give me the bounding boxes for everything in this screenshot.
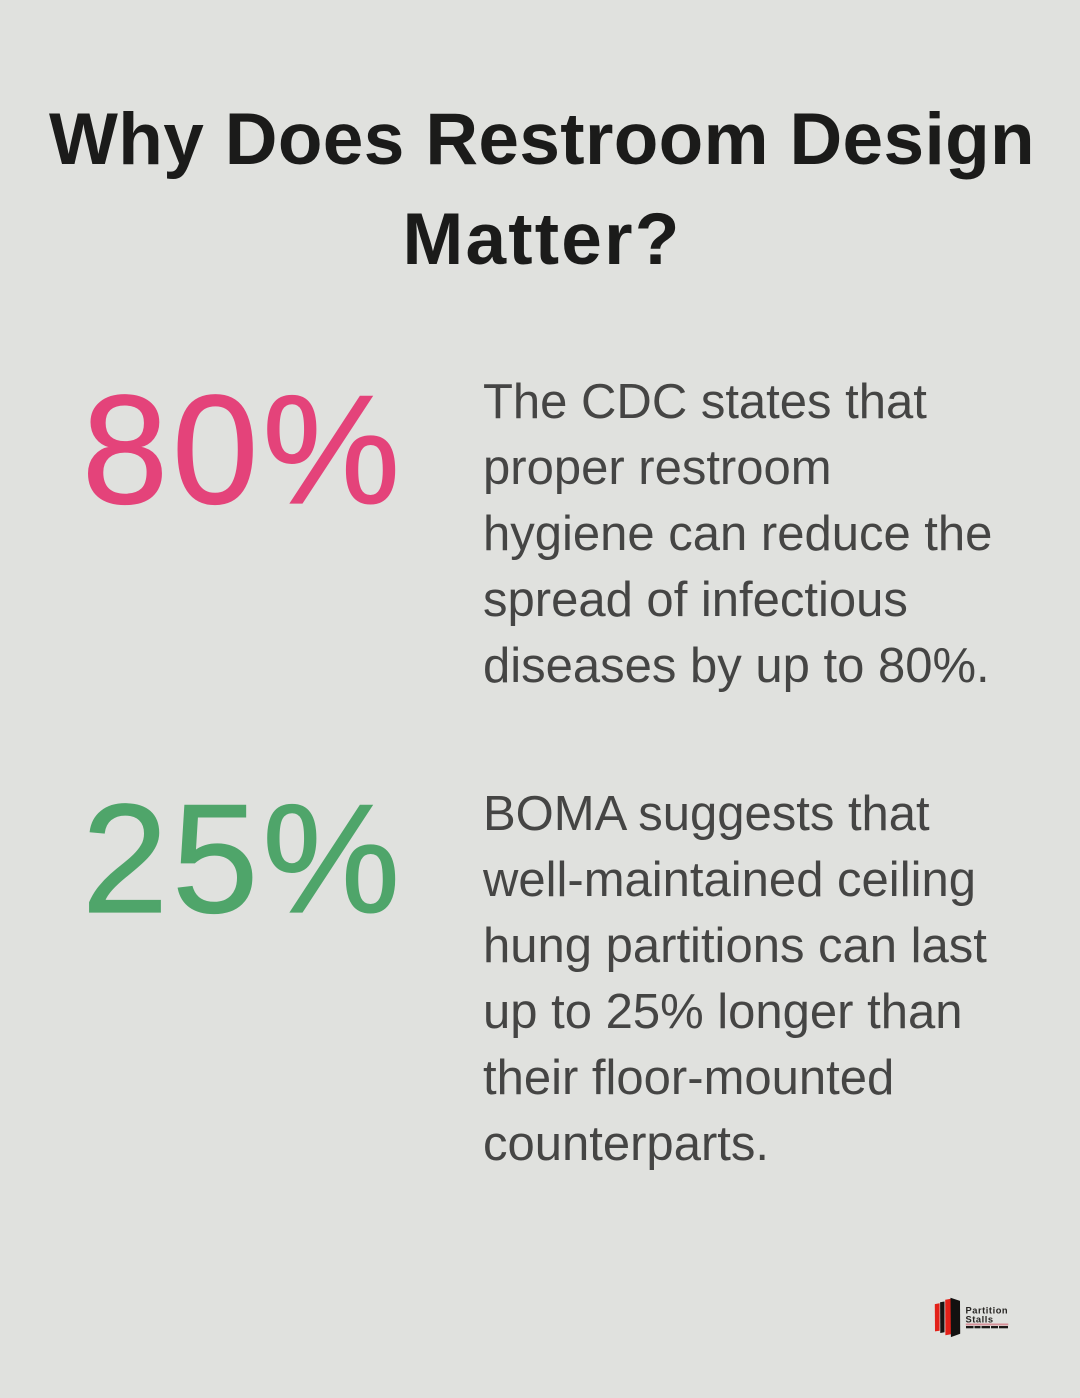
svg-text:Stalls: Stalls bbox=[966, 1315, 994, 1325]
svg-text:Partition: Partition bbox=[966, 1306, 1009, 1316]
